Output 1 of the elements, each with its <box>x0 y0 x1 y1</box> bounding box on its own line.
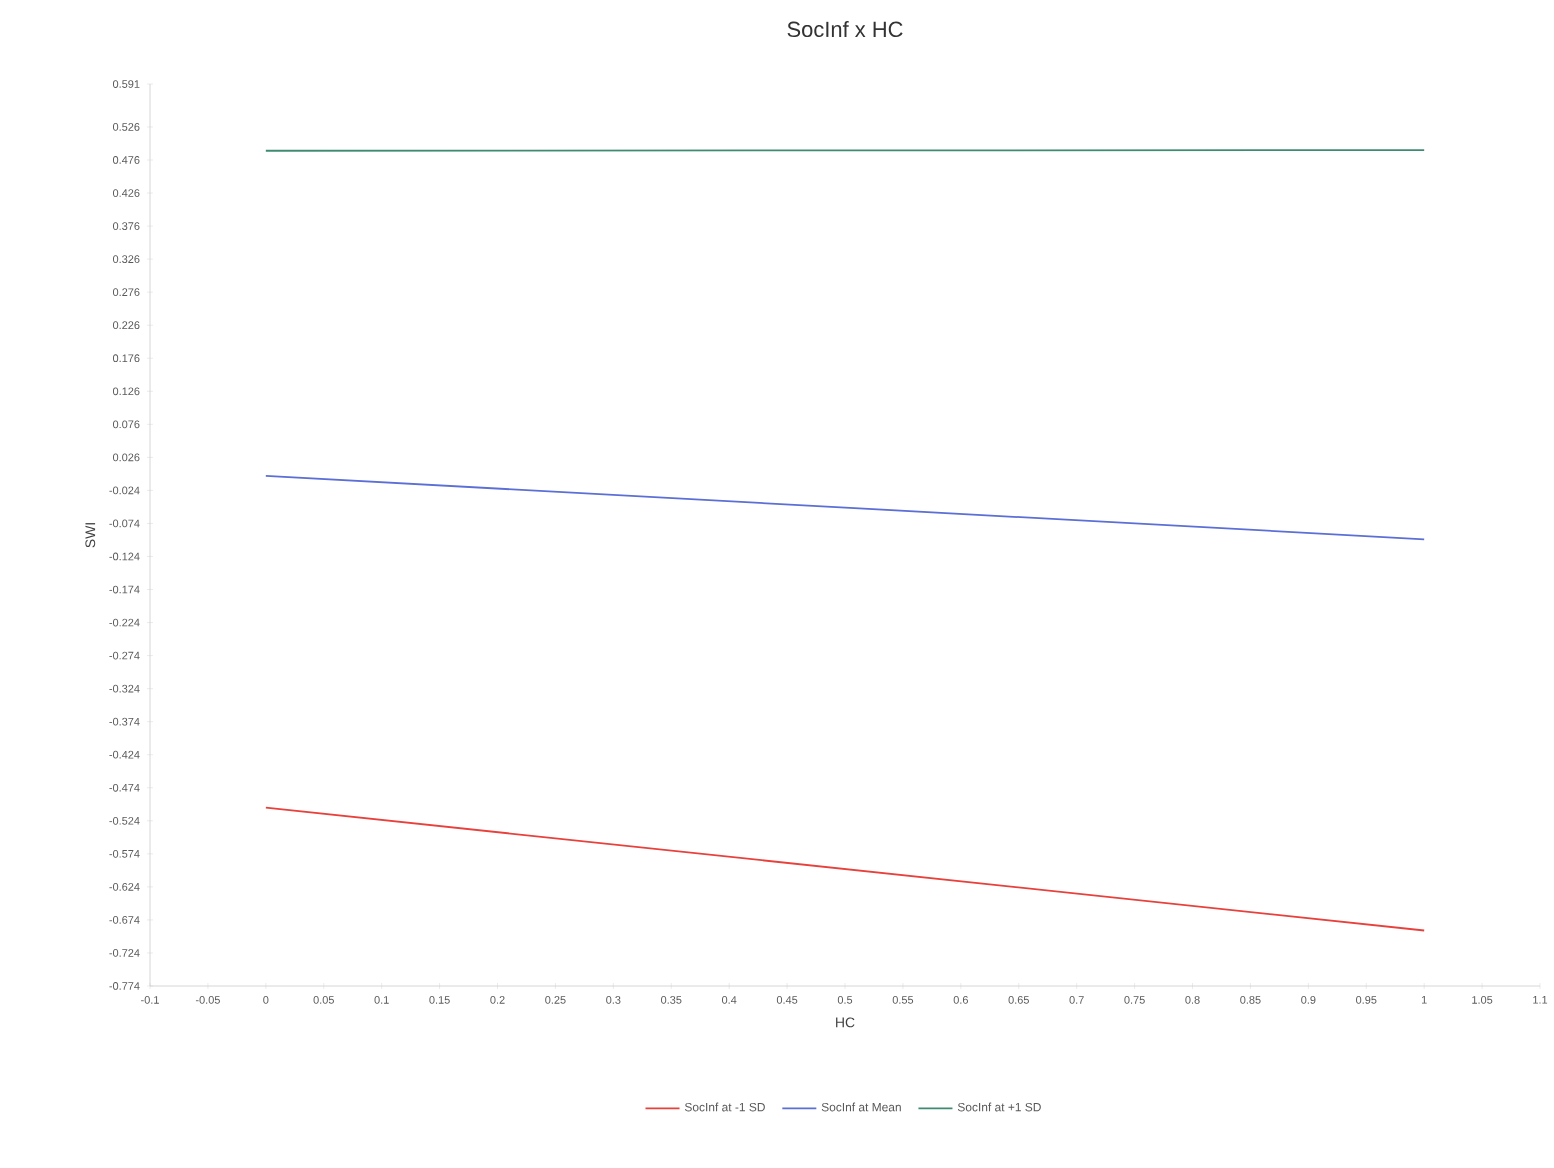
chart-title: SocInf x HC <box>787 21 903 38</box>
